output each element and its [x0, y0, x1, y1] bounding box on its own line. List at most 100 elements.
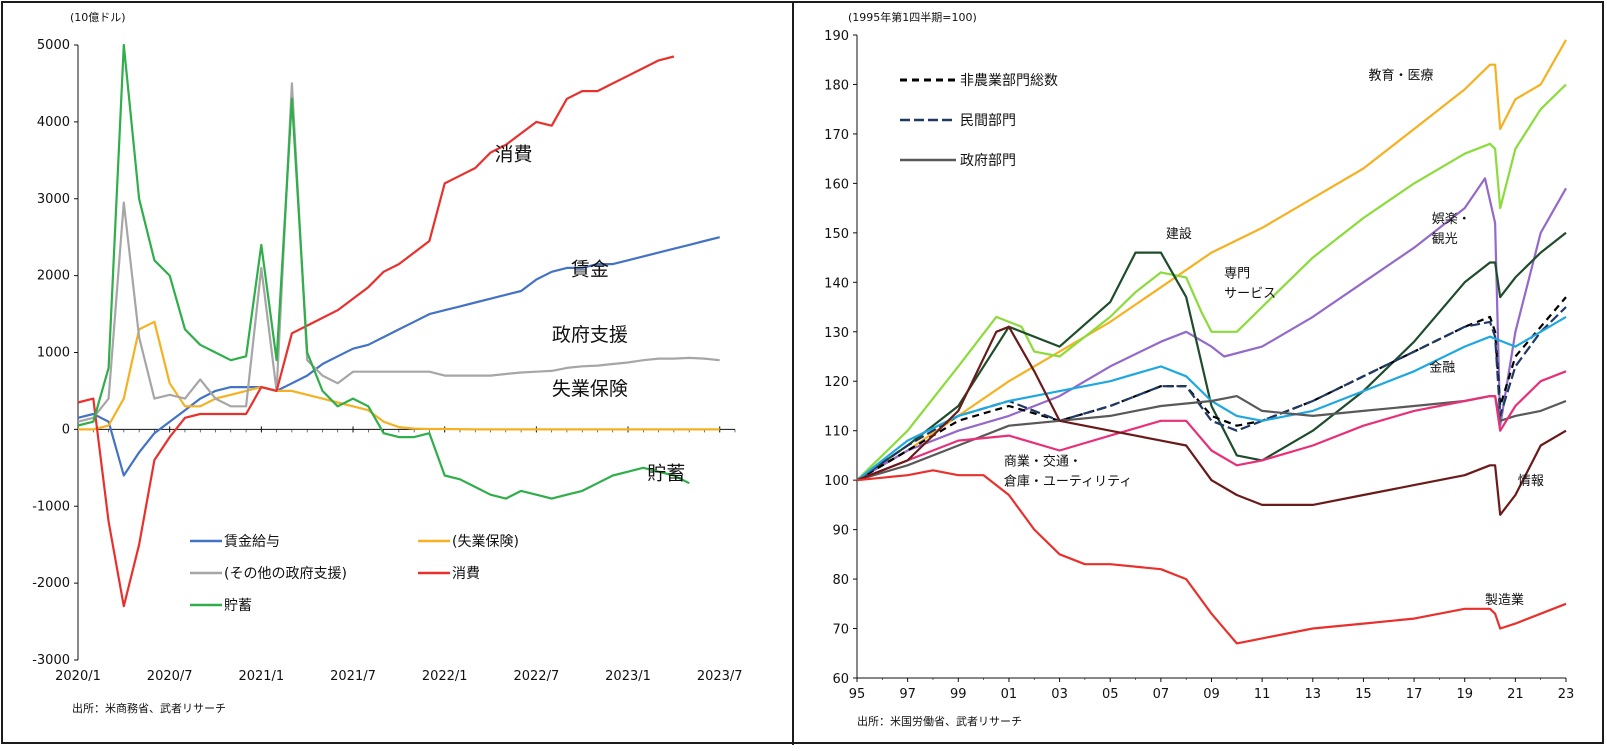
chart1-x-tick-label: 2023/1: [605, 669, 651, 684]
chart1-series-line-2: [77, 82, 720, 423]
chart2-y-tick-label: 160: [824, 177, 849, 192]
chart2-series-line-3: [856, 231, 1567, 482]
chart2-series-line-7: [856, 395, 1567, 482]
chart1-y-tick-label: 5000: [37, 38, 70, 53]
chart2-legend-label: 非農業部門総数: [960, 73, 1058, 89]
chart2-y-tick-label: 90: [832, 524, 849, 539]
chart2-annotation-line: 製造業: [1485, 592, 1524, 608]
chart2-source: 出所：米国労働省、武者リサーチ: [857, 714, 1022, 728]
chart2-annotation-line: 金融: [1429, 359, 1455, 375]
chart2-unit-label: (1995年第1四半期=100): [848, 10, 977, 24]
chart2-series-line-1: [856, 83, 1567, 481]
chart-employment-by-sector: (1995年第1四半期=100) 出所：米国労働省、武者リサーチ 1901801…: [824, 10, 1574, 728]
chart2-annotation-line: サービス: [1224, 286, 1276, 301]
chart1-x-tick-label: 2022/7: [513, 669, 559, 684]
chart2-x-tick-label: 97: [899, 687, 916, 702]
chart2-annotation-line: 専門: [1224, 266, 1250, 281]
chart2-x-tick-label: 17: [1406, 687, 1423, 702]
chart2-series-line-6: [856, 315, 1567, 482]
chart2-series-line-10: [856, 469, 1567, 645]
chart2-annotation-line: 教育・医療: [1368, 68, 1433, 84]
chart1-x-tick-label: 2022/1: [422, 669, 468, 684]
chart2-x-tick-label: 13: [1305, 687, 1322, 702]
chart2-series-line-2: [856, 177, 1567, 482]
chart1-y-tick-label: 1000: [37, 346, 70, 361]
chart2-series-line-9: [856, 325, 1567, 516]
chart2-y-tick-label: 180: [824, 78, 849, 93]
chart2-series-annotation: 製造業: [1485, 592, 1524, 608]
chart2-y-tick-label: 150: [824, 227, 849, 242]
chart2-x-tick-label: 19: [1456, 687, 1473, 702]
chart1-x-tick-label: 2023/7: [697, 669, 743, 684]
chart2-y-tick-label: 80: [832, 573, 849, 588]
chart2-annotation-line: 観光: [1432, 232, 1458, 247]
chart2-series-annotation: 建設: [1166, 226, 1192, 242]
chart2-series-line-8: [856, 370, 1567, 482]
chart2-series-annotation: 教育・医療: [1368, 68, 1433, 84]
chart1-unit-label: (10億ドル): [70, 11, 126, 24]
chart2-series-annotation: 娯楽・観光: [1432, 211, 1471, 247]
chart2-x-tick-label: 23: [1558, 687, 1575, 702]
chart-income-spending: (10億ドル) 出所：米商務省、武者リサーチ 5000 4000 3000 2000 1…: [32, 11, 742, 715]
chart2-y-tick-label: 120: [824, 375, 849, 390]
chart2-y-tick-label: 190: [824, 29, 849, 44]
chart1-y-tick-label: 0: [62, 422, 70, 437]
chart1-y-tick-label: 4000: [37, 115, 70, 130]
chart2-annotation-line: 情報: [1518, 474, 1544, 489]
chart2-y-tick-label: 170: [824, 128, 849, 143]
chart2-legend-label: 政府部門: [960, 153, 1016, 169]
chart2-y-tick-label: 110: [824, 425, 849, 440]
chart2-x-tick-label: 15: [1355, 687, 1372, 702]
chart1-y-tick-label: 3000: [37, 192, 70, 207]
chart1-series-line-3: [77, 55, 675, 608]
chart2-annotation-line: 娯楽・: [1432, 211, 1471, 227]
chart2-series-annotation: 金融: [1429, 359, 1455, 375]
chart1-legend-label: (失業保険): [452, 534, 519, 550]
chart2-y-tick-label: 70: [832, 623, 849, 638]
chart2-x-tick-label: 01: [1001, 687, 1018, 702]
chart1-y-tick-label: -2000: [32, 576, 70, 591]
chart1-series-annotation: 貯蓄: [647, 462, 685, 484]
chart1-legend-label: 賃金給与: [224, 534, 280, 550]
chart2-annotation-line: 倉庫・ユーティリティ: [1004, 474, 1132, 489]
chart1-y-tick-label: 2000: [37, 269, 70, 284]
chart1-series-annotation: 賃金: [571, 259, 609, 281]
chart1-series-line-0: [77, 236, 720, 477]
chart1-x-tick-label: 2021/1: [238, 669, 284, 684]
chart2-x-tick-label: 99: [950, 687, 967, 702]
chart2-x-tick-label: 03: [1051, 687, 1068, 702]
chart2-legend-label: 民間部門: [960, 113, 1016, 129]
chart2-series-annotation: 情報: [1518, 474, 1544, 489]
chart2-annotation-line: 商業・交通・: [1004, 453, 1082, 469]
chart1-y-tick-label: -3000: [32, 653, 70, 668]
chart1-x-tick-label: 2021/7: [330, 669, 376, 684]
chart2-x-tick-label: 07: [1153, 687, 1170, 702]
chart1-series-annotation: 失業保険: [552, 378, 628, 400]
chart2-series-line-5: [856, 306, 1567, 482]
chart2-x-tick-label: 95: [849, 687, 866, 702]
chart2-x-tick-label: 05: [1102, 687, 1119, 702]
chart2-series-line-0: [856, 39, 1567, 482]
chart2-x-tick-label: 09: [1203, 687, 1220, 702]
chart2-series-annotation: 専門サービス: [1224, 266, 1276, 301]
chart1-source: 出所：米商務省、武者リサーチ: [72, 701, 226, 715]
chart2-y-tick-label: 100: [824, 474, 849, 489]
chart1-y-tick-label: -1000: [32, 499, 70, 514]
chart2-annotation-line: 建設: [1166, 226, 1192, 242]
chart2-series-line-4: [856, 296, 1567, 482]
chart2-y-tick-label: 130: [824, 326, 849, 341]
chart2-x-tick-label: 11: [1254, 687, 1271, 702]
chart1-series-annotation: 消費: [494, 143, 532, 165]
chart2-y-tick-label: 140: [824, 276, 849, 291]
chart1-legend-label: 消費: [452, 566, 480, 582]
chart1-x-tick-label: 2020/1: [55, 669, 101, 684]
chart1-legend-label: (その他の政府支援): [224, 566, 347, 582]
chart1-series-line-4: [77, 43, 690, 500]
chart2-y-tick-label: 60: [832, 672, 849, 687]
chart1-x-tick-label: 2020/7: [147, 669, 193, 684]
chart2-series-annotation: 商業・交通・倉庫・ユーティリティ: [1004, 453, 1132, 489]
chart1-series-annotation: 政府支援: [552, 324, 628, 346]
chart2-x-tick-label: 21: [1507, 687, 1524, 702]
